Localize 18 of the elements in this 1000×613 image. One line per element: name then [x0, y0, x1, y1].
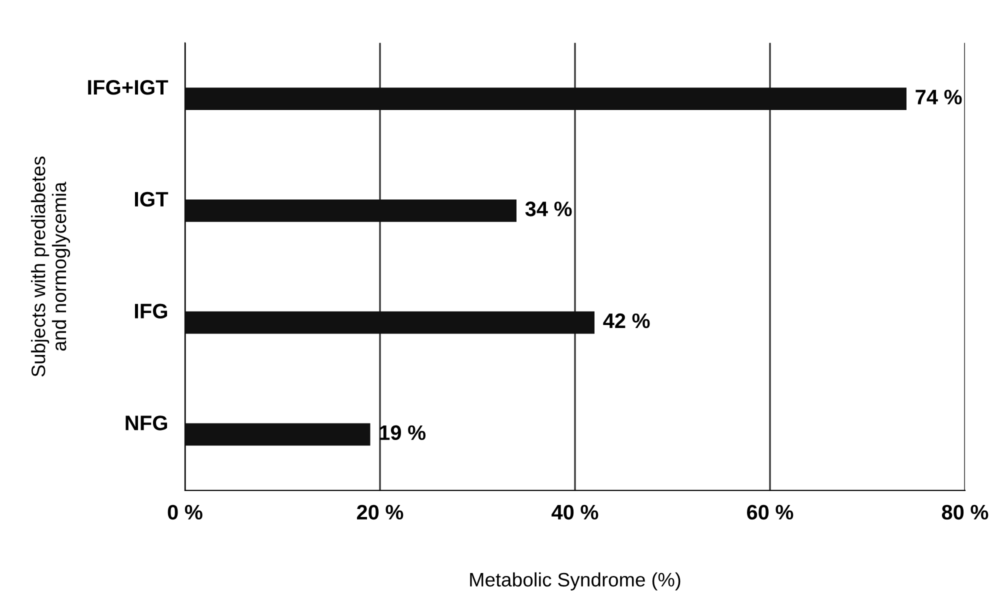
- data-label: 42 %: [603, 313, 650, 328]
- y-tick-label: IFG+IGT: [88, 80, 168, 95]
- x-tick-label: 0 %: [168, 504, 202, 520]
- x-tick-label: 60 %: [747, 504, 794, 520]
- data-label: 34 %: [525, 202, 572, 216]
- x-tick-label: 80 %: [942, 504, 988, 520]
- bar: [185, 88, 906, 110]
- y-tick-label: IGT: [135, 192, 168, 207]
- y-tick-label: IFG: [135, 304, 168, 318]
- bar: [185, 423, 370, 446]
- y-tick-label: NFG: [126, 416, 168, 430]
- x-axis-title: Metabolic Syndrome (%): [470, 572, 680, 590]
- bar: [185, 200, 516, 222]
- x-tick-label: 40 %: [552, 504, 598, 520]
- x-tick-label: 20 %: [356, 504, 404, 520]
- data-label: 74 %: [916, 90, 962, 104]
- bar: [185, 311, 594, 334]
- y-axis-title: Subjects with prediabetes and normoglycemia: [30, 156, 70, 377]
